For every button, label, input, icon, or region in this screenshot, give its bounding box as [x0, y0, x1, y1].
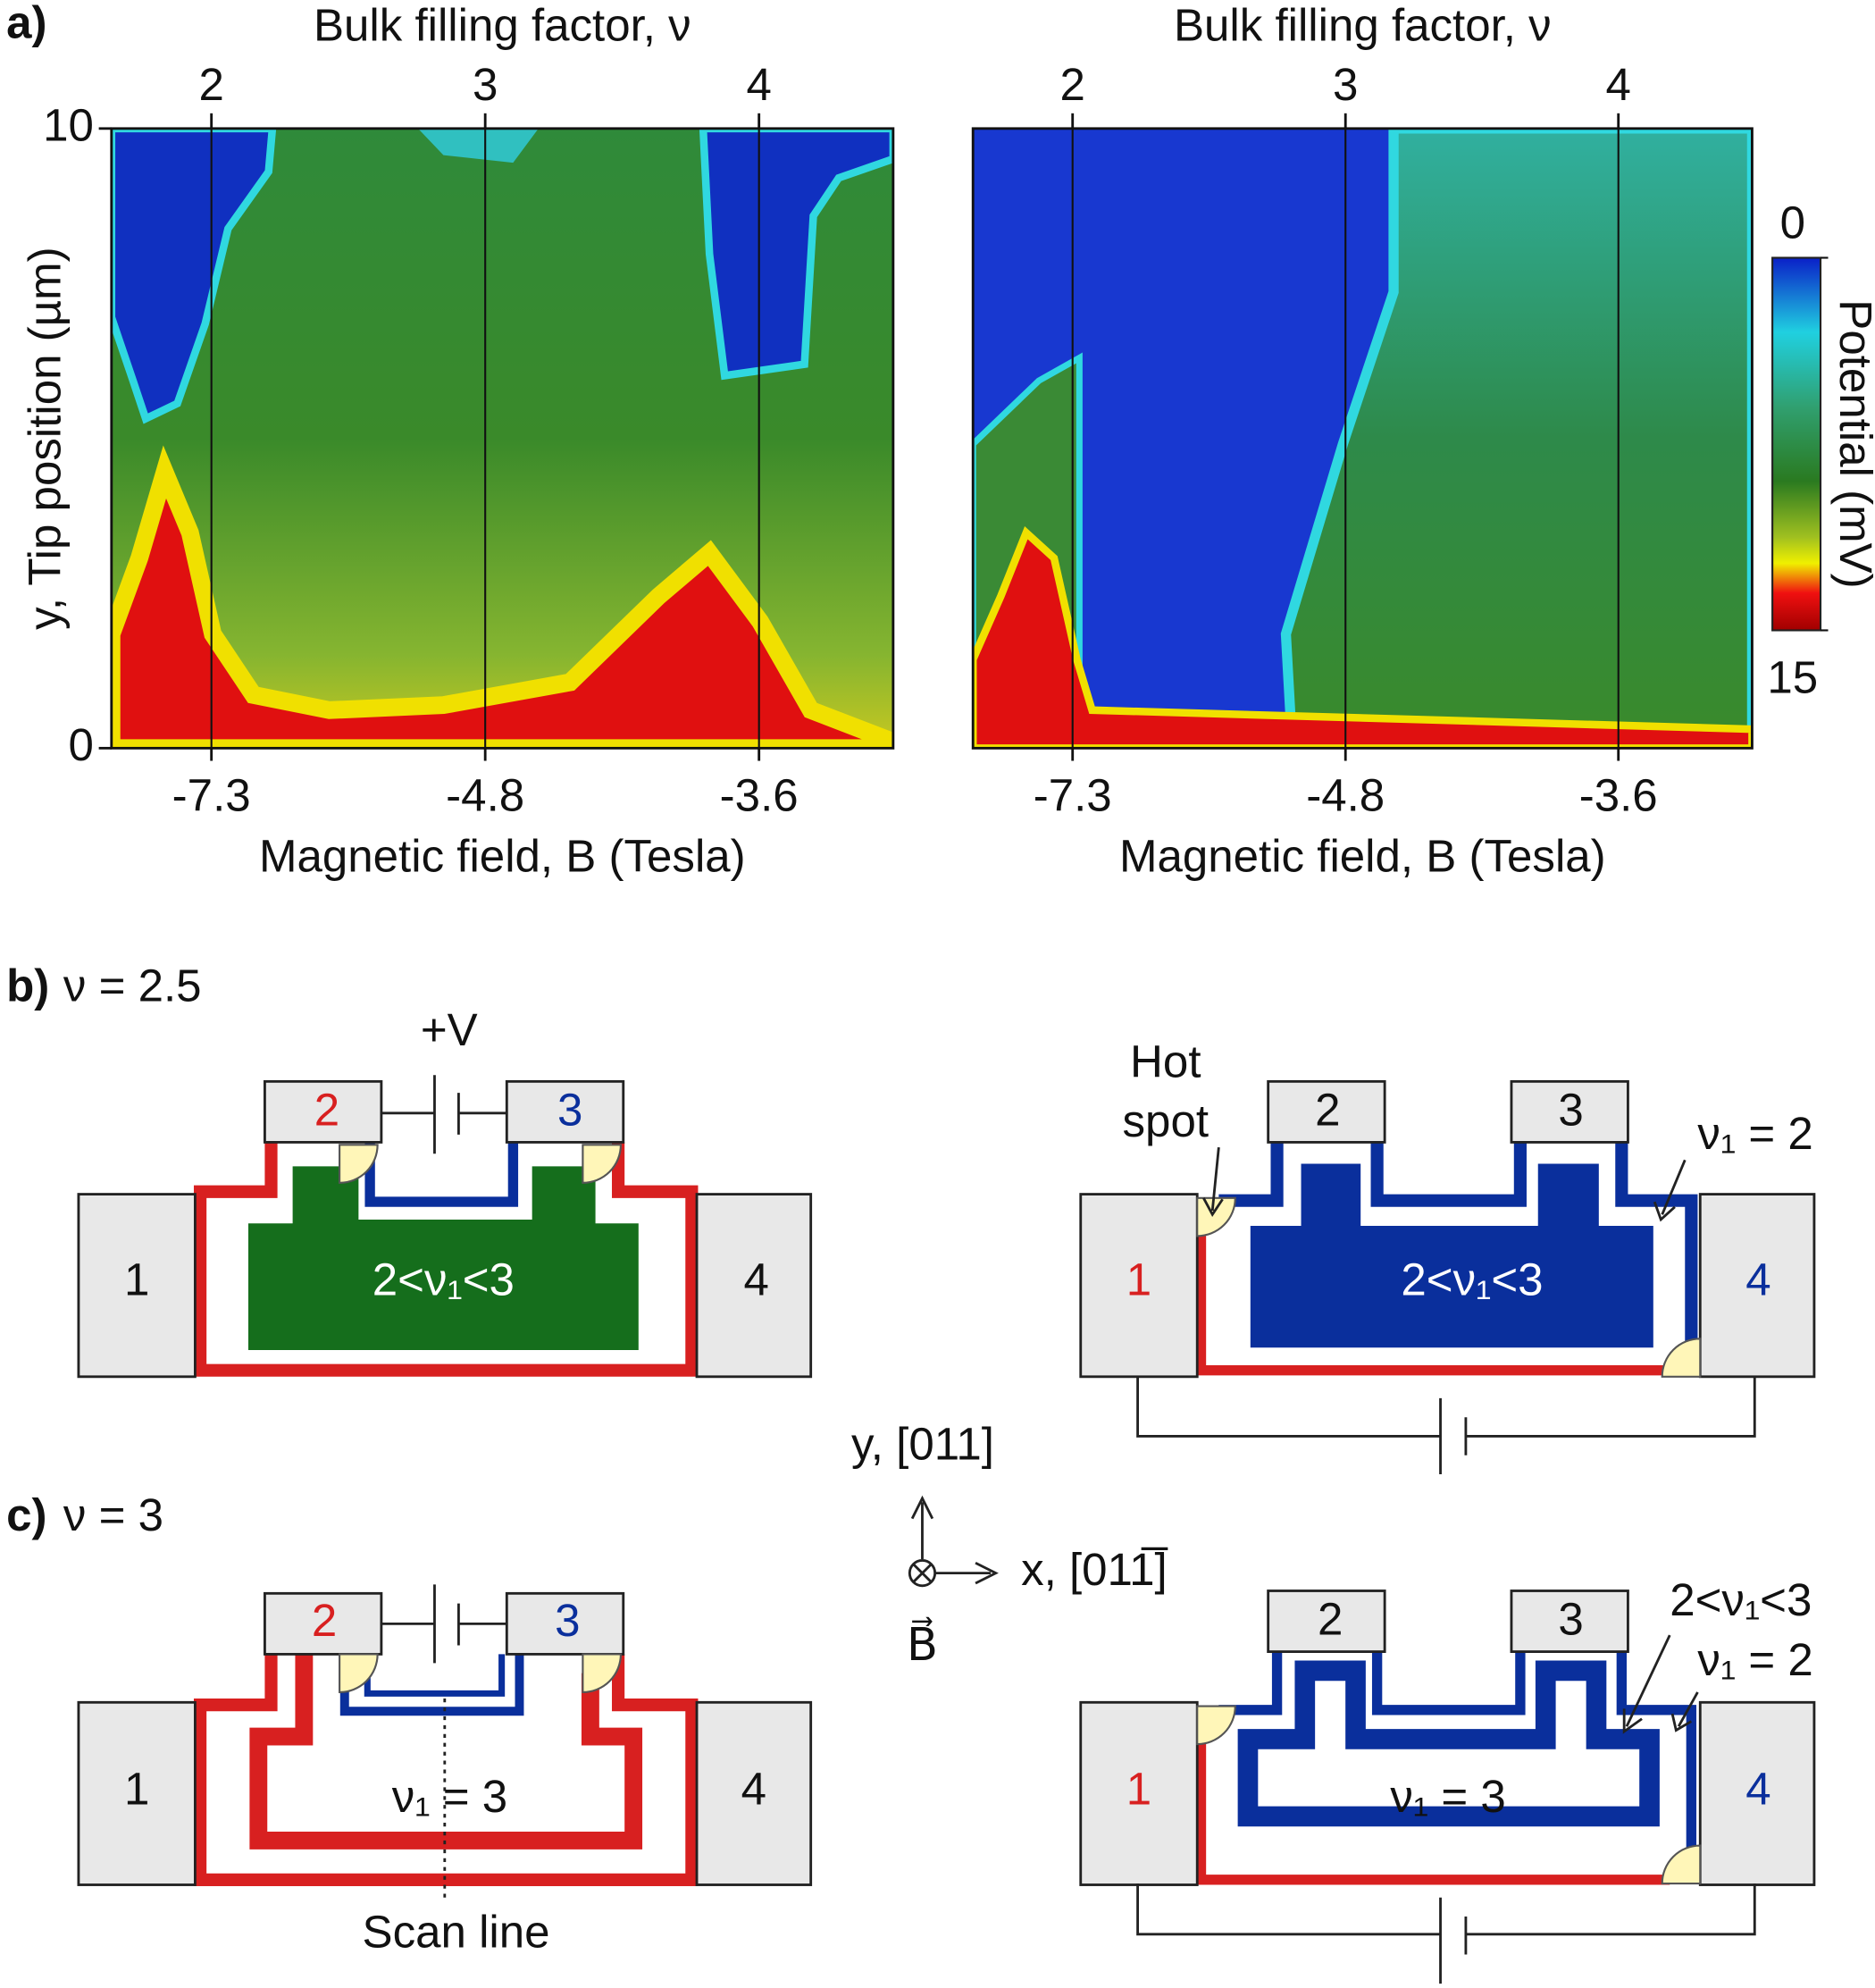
device-b-right: 1 2 3 4 2<ν₁<3 Hot spot ν₁ = 2: [1079, 1036, 1816, 1475]
contact-label: 3: [555, 1595, 580, 1646]
contact-label: 2: [1318, 1593, 1343, 1644]
contact-label: 4: [741, 1763, 766, 1814]
x-tick-label: -7.3: [172, 770, 251, 821]
region-label: 2<ν₁<3: [372, 1254, 515, 1304]
contact-label: 4: [1745, 1254, 1770, 1304]
panel-label: c): [6, 1489, 46, 1540]
top-axis-label: Bulk filling factor, ν: [314, 0, 691, 50]
x-top-tick-label: 4: [1606, 59, 1631, 110]
contact-label: 1: [124, 1763, 149, 1814]
scan-line-label: Scan line: [363, 1907, 550, 1958]
plot-frame: [110, 127, 895, 750]
axis-label: x, [011̅]: [1021, 1544, 1168, 1595]
x-top-tick-label: 3: [473, 59, 498, 110]
bias-label: +V: [421, 1004, 478, 1055]
x-tick-label: -7.3: [1034, 770, 1112, 821]
region-label: ν₁ = 3: [392, 1771, 507, 1822]
orientation: y, [011] x, [011̅] B⃗: [851, 1419, 1168, 1670]
colorbar-tick-label: 15: [1767, 652, 1818, 703]
edge-label: ν₁ = 2: [1697, 1108, 1812, 1159]
contact-label: 3: [1558, 1084, 1583, 1135]
y-tick-label: 0: [69, 719, 94, 770]
colorbar: [1771, 256, 1822, 632]
device-c-right: 1 2 3 4 ν₁ = 3 2<ν₁<3 ν₁ = 2: [1079, 1574, 1816, 1984]
x-axis-label: Magnetic field, B (Tesla): [1119, 831, 1606, 882]
contact-label: 2: [312, 1595, 337, 1646]
contact-label: 4: [743, 1254, 768, 1304]
device-b-left: 1 2 3 4 +V 2<ν₁<3: [77, 1004, 813, 1379]
contact-label: 1: [124, 1254, 149, 1304]
panel-label: a): [6, 0, 46, 47]
x-top-tick-label: 3: [1333, 59, 1358, 110]
contact-label: 2: [314, 1084, 339, 1135]
colorbar-tick-label: 0: [1780, 197, 1805, 248]
hot-spot-label: spot: [1123, 1095, 1210, 1146]
panel-label: b): [6, 960, 49, 1011]
condition: ν = 2.5: [63, 960, 202, 1011]
y-tick-label: 10: [43, 99, 94, 150]
contact-label: 3: [1558, 1593, 1583, 1644]
top-axis-label: Bulk filling factor, ν: [1174, 0, 1552, 50]
x-top-tick-label: 2: [198, 59, 223, 110]
x-tick-label: -3.6: [720, 770, 799, 821]
x-top-tick-label: 4: [746, 59, 771, 110]
contact-label: 1: [1126, 1763, 1151, 1814]
region-label: 2<ν₁<3: [1401, 1254, 1543, 1304]
x-tick-label: -4.8: [1306, 770, 1385, 821]
x-tick-label: -3.6: [1579, 770, 1658, 821]
edge-label: 2<ν₁<3: [1670, 1574, 1812, 1625]
y-axis-label: y, Tip position (µm): [19, 247, 70, 629]
hot-spot-label: Hot: [1130, 1036, 1201, 1086]
edge-label: ν₁ = 2: [1697, 1634, 1812, 1685]
axis-label: y, [011]: [851, 1419, 994, 1470]
plot-frame: [971, 127, 1754, 750]
heatmap-image: [111, 128, 893, 749]
x-axis-label: Magnetic field, B (Tesla): [259, 831, 746, 882]
device-c-left: 1 2 3 4 ν₁ = 3 Scan line: [77, 1584, 813, 1958]
condition: ν = 3: [63, 1489, 163, 1540]
contact-label: 1: [1126, 1254, 1151, 1304]
contact-label: 3: [557, 1084, 582, 1135]
region-label: ν₁ = 3: [1390, 1771, 1505, 1822]
x-tick-label: -4.8: [446, 770, 524, 821]
contact-label: 2: [1315, 1084, 1340, 1135]
axis-label: B⃗: [907, 1617, 938, 1670]
colorbar-label: Potential (mV): [1830, 299, 1875, 588]
x-top-tick-label: 2: [1060, 59, 1085, 110]
heatmap-image: [973, 128, 1753, 749]
contact-label: 4: [1745, 1763, 1770, 1814]
